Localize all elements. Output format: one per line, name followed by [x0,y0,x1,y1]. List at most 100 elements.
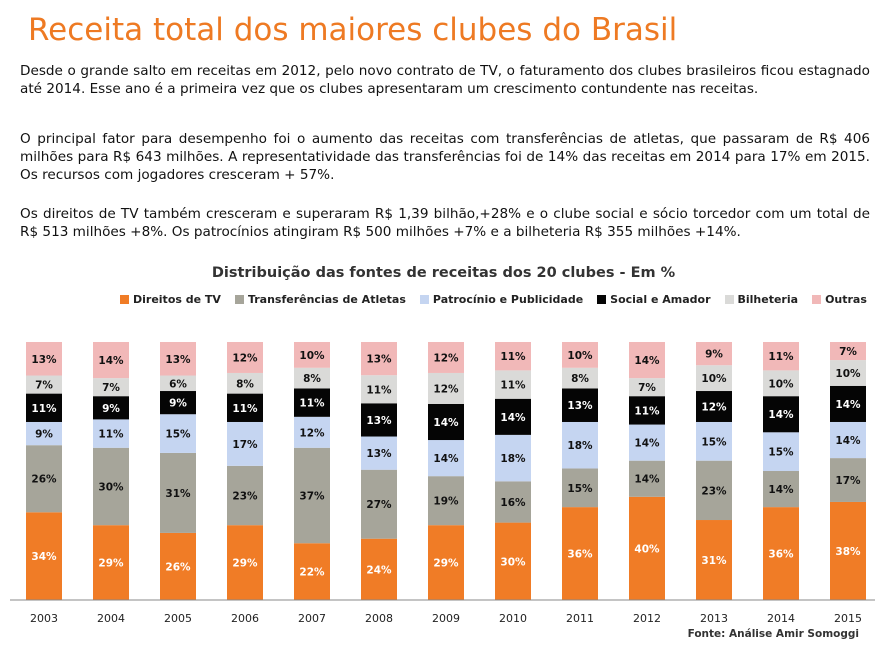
x-tick-label: 2011 [566,612,594,625]
bar-segment-bilheteria-2008 [361,375,397,404]
x-tick-label: 2008 [365,612,393,625]
bar-segment-bilheteria-2004 [93,378,129,397]
page-title: Receita total dos maiores clubes do Bras… [28,12,678,48]
data-label: 12% [299,427,325,439]
data-label: 30% [98,481,124,493]
data-label: 7% [35,380,53,392]
legend-swatch [419,295,429,304]
data-label: 29% [232,558,258,570]
data-label: 13% [366,415,392,427]
data-label: 13% [567,400,593,412]
data-label: 18% [567,440,593,452]
data-label: 11% [31,403,57,415]
bar-segment-bilheteria-2009 [428,372,464,404]
legend-label: Bilheteria [737,293,799,306]
data-label: 14% [835,399,861,411]
data-label: 8% [236,378,254,390]
bar-segment-transferencias-de-atletas-2007 [294,447,330,544]
bar-segment-social-e-amador-2003 [26,393,62,422]
bar-segment-outras-2006 [227,342,263,373]
bar-segment-bilheteria-2005 [160,375,196,392]
bar-segment-direitos-de-tv-2008 [361,538,397,600]
bar-segment-bilheteria-2014 [763,370,799,397]
bar-segment-bilheteria-2012 [629,378,665,397]
data-label: 15% [165,429,191,441]
data-label: 13% [366,354,392,366]
bar-segment-outras-2015 [830,342,866,361]
bar-segment-transferencias-de-atletas-2013 [696,460,732,521]
bar-segment-patrocinio-e-publicidade-2014 [763,432,799,471]
bar-segment-patrocinio-e-publicidade-2009 [428,440,464,477]
data-label: 7% [638,382,656,394]
data-label: 31% [165,488,191,500]
data-label: 13% [366,448,392,460]
bar-segment-direitos-de-tv-2004 [93,525,129,600]
bar-segment-social-e-amador-2012 [629,396,665,425]
data-label: 11% [98,429,124,441]
bar-segment-outras-2009 [428,342,464,373]
legend-swatch [234,295,244,304]
bar-segment-transferencias-de-atletas-2015 [830,458,866,502]
data-label: 13% [31,354,57,366]
legend-item-direitos-de-tv: Direitos de TV [120,293,221,306]
data-label: 26% [31,474,57,486]
data-label: 19% [433,496,459,508]
data-label: 24% [366,564,392,576]
bar-segment-social-e-amador-2009 [428,403,464,441]
bar-segment-outras-2014 [763,342,799,371]
data-label: 11% [500,351,526,363]
bar-segment-direitos-de-tv-2010 [495,522,531,600]
data-label: 11% [366,384,392,396]
chart-title: Distribuição das fontes de receitas dos … [211,265,676,281]
data-label: 12% [433,383,459,395]
bar-segment-patrocinio-e-publicidade-2008 [361,436,397,470]
legend-item-social-e-amador: Social e Amador [597,293,711,306]
bar-segment-outras-2012 [629,342,665,379]
bar-segment-bilheteria-2010 [495,370,531,399]
data-label: 11% [299,398,325,410]
bar-segment-social-e-amador-2005 [160,391,196,415]
bar-segment-transferencias-de-atletas-2008 [361,469,397,539]
bar-segment-patrocinio-e-publicidade-2003 [26,421,62,446]
data-label: 12% [232,352,258,364]
data-label: 26% [165,561,191,573]
data-label: 17% [835,475,861,487]
data-label: 10% [299,350,325,362]
bar-segment-social-e-amador-2011 [562,388,598,422]
data-label: 10% [835,368,861,380]
data-label: 27% [366,499,392,511]
x-tick-label: 2006 [231,612,259,625]
data-label: 6% [169,378,187,390]
x-tick-label: 2004 [97,612,125,625]
data-label: 30% [500,556,526,568]
data-label: 16% [500,497,526,509]
bar-segment-direitos-de-tv-2006 [227,525,263,600]
bar-segment-transferencias-de-atletas-2010 [495,481,531,523]
bar-segment-direitos-de-tv-2015 [830,501,866,600]
bar-segment-patrocinio-e-publicidade-2005 [160,414,196,453]
chart-legend: Direitos de TV Transferências de Atletas P… [120,293,881,306]
data-label: 15% [567,483,593,495]
x-tick-label: 2007 [298,612,326,625]
legend-item-patrocinio-e-publicidade: Patrocínio e Publicidade [419,293,583,306]
data-label: 14% [768,484,794,496]
transfers-paragraph: O principal fator para desempenho foi o … [20,131,870,183]
bar-segment-patrocinio-e-publicidade-2013 [696,421,732,461]
bar-segment-patrocinio-e-publicidade-2012 [629,424,665,461]
data-label: 29% [98,558,124,570]
bar-segment-transferencias-de-atletas-2012 [629,460,665,497]
bar-segment-outras-2004 [93,342,129,379]
data-label: 22% [299,567,325,579]
bar-segment-transferencias-de-atletas-2011 [562,468,598,508]
data-label: 10% [567,350,593,362]
bar-segment-bilheteria-2006 [227,372,263,394]
bar-segment-outras-2010 [495,342,531,371]
legend-label: Social e Amador [610,293,711,306]
data-label: 9% [705,349,723,361]
data-label: 14% [634,355,660,367]
bar-segment-direitos-de-tv-2013 [696,520,732,600]
bar-segment-bilheteria-2007 [294,367,330,389]
bar-segment-patrocinio-e-publicidade-2006 [227,421,263,466]
x-tick-label: 2012 [633,612,661,625]
